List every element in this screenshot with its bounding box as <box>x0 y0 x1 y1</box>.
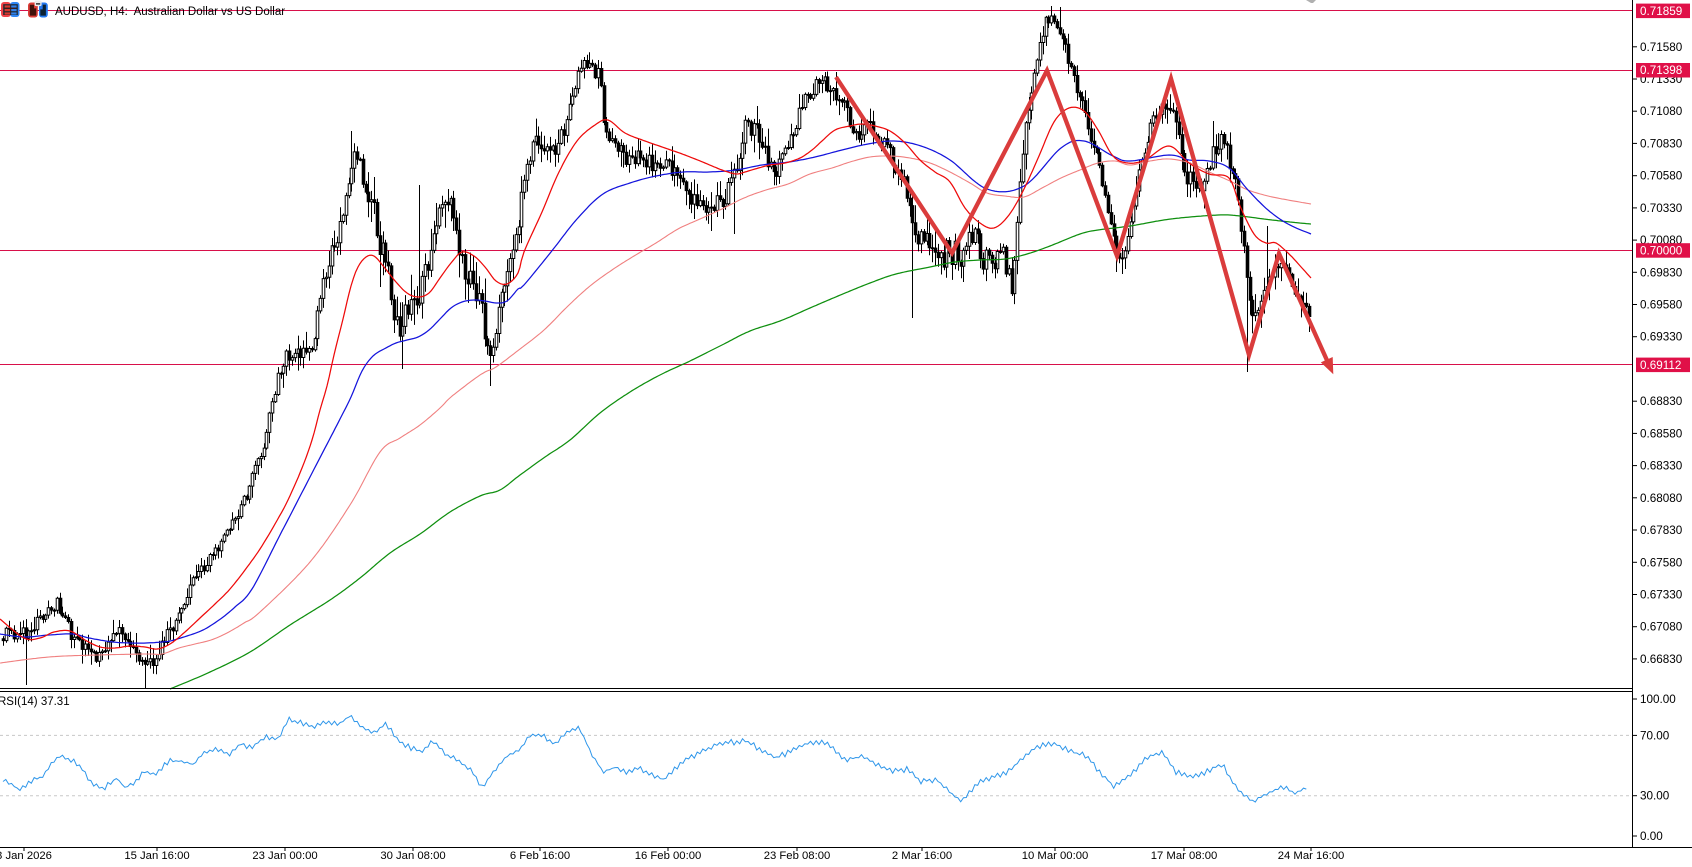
svg-text:100.00: 100.00 <box>1640 693 1676 706</box>
svg-text:0.68080: 0.68080 <box>1640 492 1683 505</box>
svg-text:0.70000: 0.70000 <box>1640 244 1683 257</box>
svg-text:30 Jan 08:00: 30 Jan 08:00 <box>380 850 445 862</box>
svg-text:24 Mar 16:00: 24 Mar 16:00 <box>1278 850 1345 862</box>
svg-text:6 Feb 16:00: 6 Feb 16:00 <box>510 850 570 862</box>
svg-text:30.00: 30.00 <box>1640 790 1670 803</box>
svg-text:0.69330: 0.69330 <box>1640 331 1683 344</box>
svg-text:0.70580: 0.70580 <box>1640 170 1683 183</box>
svg-text:0.66830: 0.66830 <box>1640 653 1683 666</box>
svg-text:70.00: 70.00 <box>1640 729 1670 742</box>
svg-text:0.67830: 0.67830 <box>1640 524 1683 537</box>
svg-text:0.70330: 0.70330 <box>1640 202 1683 215</box>
svg-text:0.69830: 0.69830 <box>1640 266 1683 279</box>
svg-text:0.69580: 0.69580 <box>1640 299 1683 312</box>
svg-text:RSI(14) 37.31: RSI(14) 37.31 <box>0 696 70 708</box>
svg-text:0.67080: 0.67080 <box>1640 621 1683 634</box>
svg-text:15 Jan 16:00: 15 Jan 16:00 <box>124 850 189 862</box>
svg-text:10 Mar 00:00: 10 Mar 00:00 <box>1022 850 1089 862</box>
svg-text:0.71080: 0.71080 <box>1640 105 1683 118</box>
svg-text:0.69112: 0.69112 <box>1640 359 1681 372</box>
svg-text:23 Feb 08:00: 23 Feb 08:00 <box>764 850 831 862</box>
svg-text:0.71580: 0.71580 <box>1640 41 1683 54</box>
svg-text:16 Feb 00:00: 16 Feb 00:00 <box>635 850 702 862</box>
svg-text:2 Mar 16:00: 2 Mar 16:00 <box>892 850 952 862</box>
svg-text:0.00: 0.00 <box>1640 830 1663 843</box>
svg-text:0.67330: 0.67330 <box>1640 589 1683 602</box>
svg-text:0.68830: 0.68830 <box>1640 395 1683 408</box>
svg-text:0.70830: 0.70830 <box>1640 137 1683 150</box>
svg-text:AUDUSD, H4: Australian Dollar: AUDUSD, H4: Australian Dollar vs US Doll… <box>55 6 285 18</box>
svg-text:8 Jan 2026: 8 Jan 2026 <box>0 850 52 862</box>
svg-text:0.71859: 0.71859 <box>1640 5 1682 18</box>
svg-text:23 Jan 00:00: 23 Jan 00:00 <box>252 850 317 862</box>
svg-text:0.68330: 0.68330 <box>1640 460 1683 473</box>
svg-text:0.67580: 0.67580 <box>1640 556 1683 569</box>
svg-text:0.68580: 0.68580 <box>1640 427 1683 440</box>
svg-text:0.71398: 0.71398 <box>1640 64 1682 77</box>
svg-text:17 Mar 08:00: 17 Mar 08:00 <box>1151 850 1218 862</box>
